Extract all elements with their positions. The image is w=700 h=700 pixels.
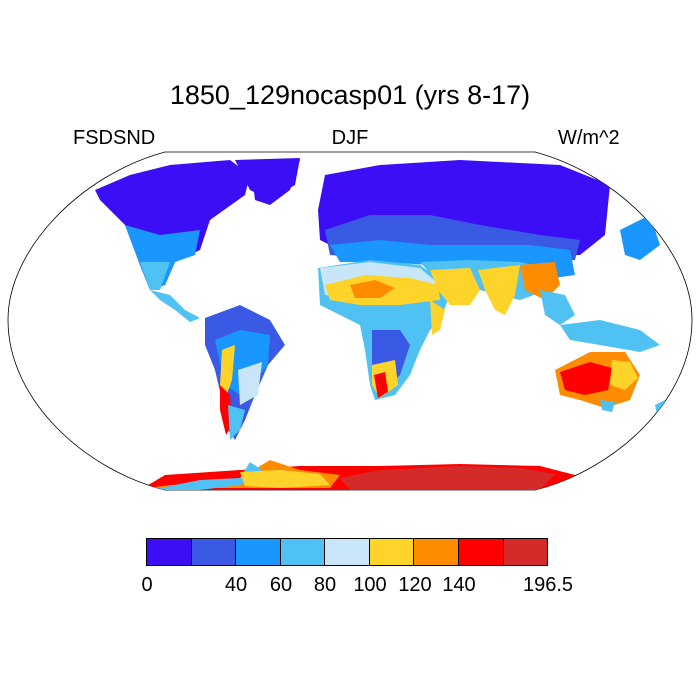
colorbar-swatch-2 bbox=[191, 539, 237, 565]
colorbar-swatch-4 bbox=[280, 539, 326, 565]
season-label: DJF bbox=[331, 127, 369, 149]
units-label: W/m^2 bbox=[558, 127, 620, 149]
africa bbox=[318, 260, 448, 400]
antarctica bbox=[140, 460, 575, 490]
colorbar-swatch-8 bbox=[458, 539, 504, 565]
colorbar-swatch-6 bbox=[369, 539, 415, 565]
south-america bbox=[205, 305, 285, 440]
colorbar-tick-label: 40 bbox=[224, 574, 248, 596]
colorbar-swatch-7 bbox=[414, 539, 459, 565]
colorbar-swatch-5 bbox=[325, 539, 370, 565]
colorbar-tick-label: 196.5 bbox=[522, 574, 574, 596]
colorbar-swatch-3 bbox=[236, 539, 281, 565]
colorbar-swatch-1 bbox=[147, 539, 192, 565]
colorbar-swatch-9 bbox=[503, 539, 548, 565]
plot-title: 1850_129nocasp01 (yrs 8-17) bbox=[169, 80, 531, 110]
colorbar-tick-label: 100 bbox=[353, 574, 387, 596]
colorbar-tick-label: 80 bbox=[313, 574, 337, 596]
colorbar-tick-label: 140 bbox=[442, 574, 476, 596]
colorbar bbox=[146, 538, 548, 566]
colorbar-tick-label: 60 bbox=[269, 574, 293, 596]
colorbar-tick-label: 120 bbox=[398, 574, 432, 596]
greenland bbox=[235, 158, 300, 200]
colorbar-tick-label: 0 bbox=[141, 574, 153, 596]
variable-label: FSDSND bbox=[73, 127, 156, 149]
south-asia bbox=[430, 215, 660, 352]
